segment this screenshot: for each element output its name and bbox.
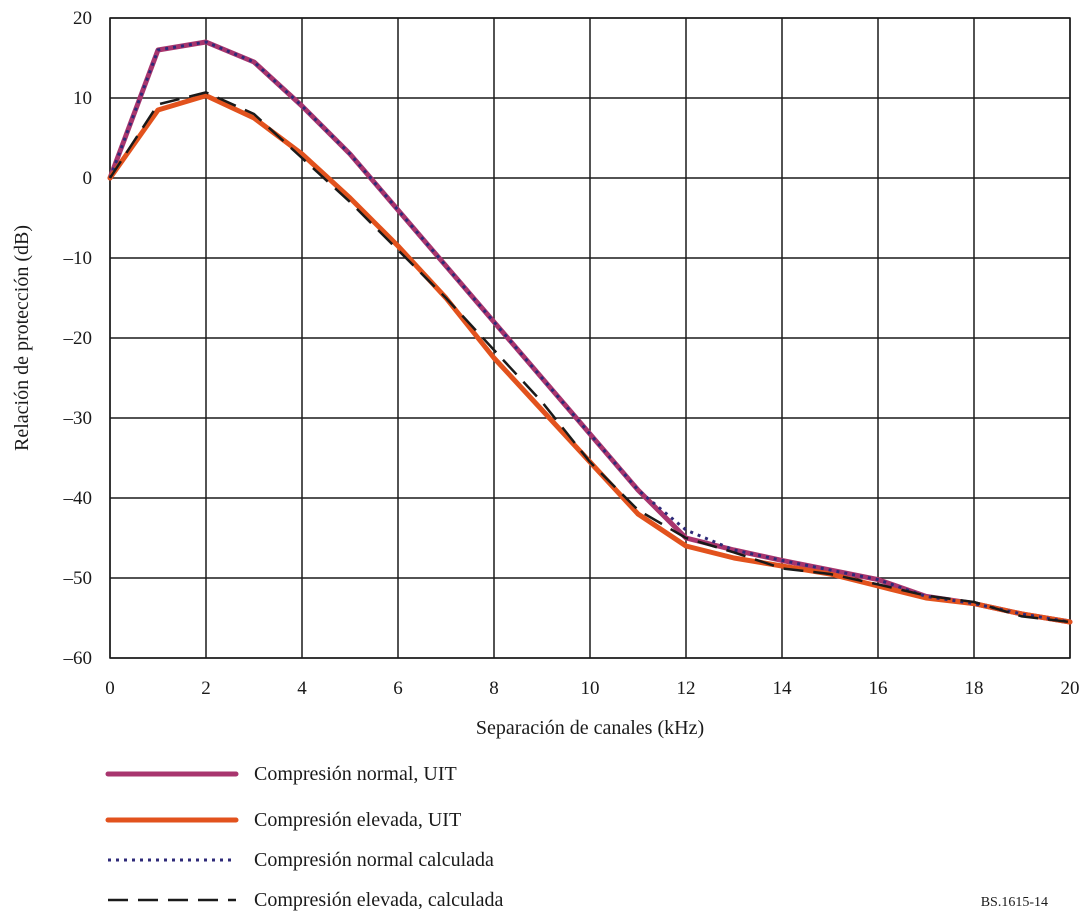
x-tick-label: 2 <box>201 678 211 699</box>
y-tick-label: –60 <box>63 648 93 669</box>
legend-label-4: Compresión elevada, calculada <box>254 889 503 911</box>
legend-label-3: Compresión normal calculada <box>254 849 494 871</box>
y-tick-label: –10 <box>63 248 93 269</box>
legend: Compresión normal, UIT Compresión elevada… <box>105 763 503 911</box>
y-tick-label: –40 <box>63 488 93 509</box>
legend-label-1: Compresión normal, UIT <box>254 763 457 785</box>
y-tick-label: 0 <box>83 168 93 189</box>
x-tick-label: 18 <box>965 678 984 699</box>
legend-label-2: Compresión elevada, UIT <box>254 809 461 831</box>
figure-id: BS.1615-14 <box>981 895 1048 910</box>
series-line-4 <box>108 91 1071 624</box>
x-tick-label: 14 <box>773 678 793 699</box>
x-tick-label: 20 <box>1061 678 1080 699</box>
y-tick-label: 20 <box>73 8 92 29</box>
y-tick-label: –30 <box>63 408 93 429</box>
x-tick-label: 12 <box>677 678 696 699</box>
x-tick-label: 4 <box>297 678 307 699</box>
x-tick-label: 6 <box>393 678 403 699</box>
x-tick-label: 8 <box>489 678 499 699</box>
y-axis-title: Relación de protección (dB) <box>11 225 33 451</box>
plot-area-frame <box>109 17 1071 659</box>
y-tick-label: –20 <box>63 328 93 349</box>
y-tick-label: 10 <box>73 88 92 109</box>
x-axis-title: Separación de canales (kHz) <box>476 717 704 739</box>
x-tick-label: 0 <box>105 678 115 699</box>
y-tick-label: –50 <box>63 568 93 589</box>
x-tick-label: 16 <box>869 678 888 699</box>
series-lines <box>107 39 1073 625</box>
x-tick-label: 10 <box>581 678 600 699</box>
tick-labels: 0 2 4 6 8 10 12 14 16 18 20 20 10 0 –10 –20 –30 –40 –50 –60 <box>63 8 1080 699</box>
